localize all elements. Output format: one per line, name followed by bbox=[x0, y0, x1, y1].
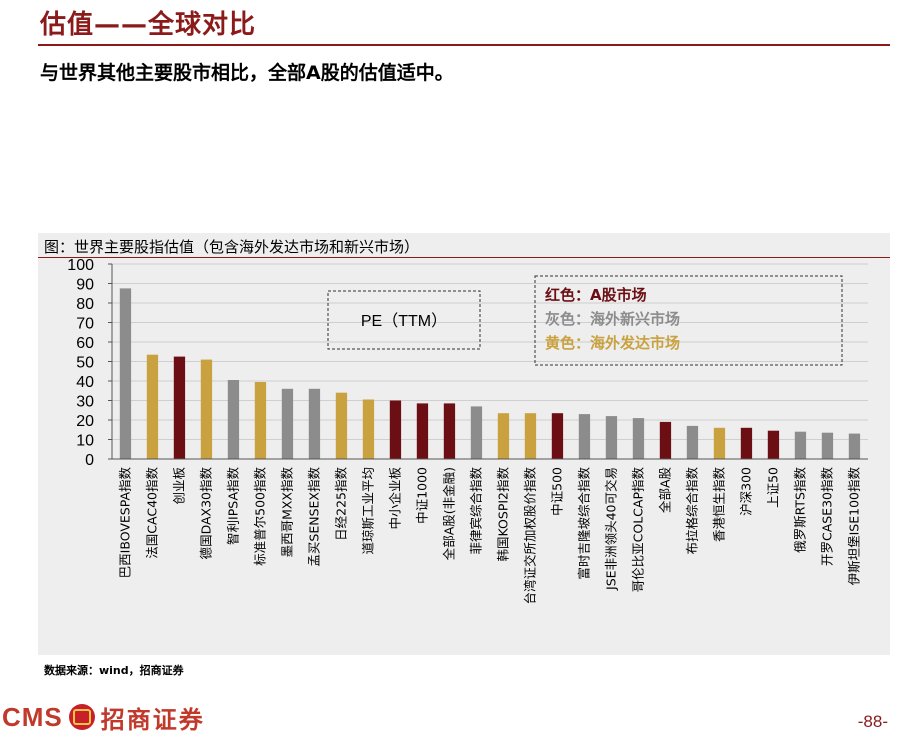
y-tick-label: 0 bbox=[85, 452, 94, 469]
bar bbox=[470, 406, 483, 459]
bar bbox=[281, 388, 294, 459]
x-tick-label: 孟买SENSEX指数 bbox=[307, 467, 322, 567]
bar bbox=[713, 427, 726, 459]
x-tick-label: 中证500 bbox=[550, 467, 565, 516]
page-subtitle: 与世界其他主要股市相比，全部A股的估值适中。 bbox=[40, 62, 454, 84]
legend-box bbox=[534, 275, 843, 366]
x-tick-label: 俄罗斯RTS指数 bbox=[793, 467, 808, 553]
y-tick-label: 80 bbox=[76, 296, 94, 313]
bar bbox=[443, 403, 456, 459]
logo-badge-icon bbox=[68, 704, 95, 730]
x-tick-label: 菲律宾综合指数 bbox=[469, 467, 484, 555]
x-tick-label: 智利IPSA指数 bbox=[226, 467, 241, 545]
bar bbox=[632, 418, 645, 459]
x-tick-label: 中证1000 bbox=[415, 467, 430, 524]
bar-layer bbox=[119, 288, 861, 459]
axis-layer bbox=[108, 263, 868, 460]
bar bbox=[173, 356, 186, 459]
bar bbox=[362, 399, 375, 459]
x-tick-label: 巴西IBOVESPA指数 bbox=[118, 467, 133, 579]
logo-cms-text: CMS bbox=[2, 701, 63, 732]
legend-entry: 灰色：海外新兴市场 bbox=[545, 310, 680, 328]
x-tick-label: 日经225指数 bbox=[334, 467, 349, 541]
data-source: 数据来源：wind，招商证券 bbox=[44, 664, 184, 677]
x-tick-label: 开罗CASE30指数 bbox=[820, 467, 835, 567]
chart-title-divider bbox=[38, 257, 890, 258]
x-tick-label: 道琼斯工业平均 bbox=[361, 467, 376, 555]
bar bbox=[389, 400, 402, 459]
bar bbox=[659, 421, 672, 459]
bar bbox=[119, 288, 132, 459]
y-tick-labels: 0 10 20 30 40 50 60 70 80 90 100 bbox=[67, 257, 94, 469]
y-tick-label: 10 bbox=[76, 433, 94, 450]
y-tick-label: 90 bbox=[76, 277, 94, 294]
x-tick-label: 伊斯坦堡ISE100指数 bbox=[847, 467, 862, 586]
x-tick-label: 香港恒生指数 bbox=[712, 467, 727, 543]
bar bbox=[686, 425, 699, 459]
legend-entry: 黄色：海外发达市场 bbox=[545, 334, 680, 352]
x-tick-label: 标准普尔500指数 bbox=[253, 467, 268, 566]
bar bbox=[848, 433, 861, 459]
legend-entry: 红色：A股市场 bbox=[545, 286, 647, 304]
bar bbox=[227, 380, 240, 459]
bar bbox=[416, 403, 429, 459]
x-tick-label: 上证50 bbox=[766, 467, 781, 508]
x-tick-label: 墨西哥MXX指数 bbox=[280, 467, 295, 558]
bar bbox=[524, 413, 537, 459]
x-tick-label: 创业板 bbox=[172, 467, 187, 505]
x-tick-label: 韩国KOSPI2指数 bbox=[496, 467, 511, 562]
x-tick-label: 全部A股(非金融) bbox=[442, 467, 457, 560]
bar bbox=[146, 354, 159, 459]
chart-title: 图：世界主要股指估值（包含海外发达市场和新兴市场） bbox=[44, 238, 420, 256]
x-tick-label: 法国CAC40指数 bbox=[145, 467, 160, 559]
x-tick-label: 中小企业板 bbox=[388, 467, 403, 530]
y-tick-label: 20 bbox=[76, 413, 94, 430]
x-tick-label: JSE非洲领头40可交易 bbox=[604, 467, 619, 591]
bar bbox=[767, 430, 780, 459]
company-logo: CMS 招商证券 bbox=[2, 700, 205, 734]
y-tick-label: 30 bbox=[76, 394, 94, 411]
x-tick-label: 沪深300 bbox=[739, 467, 754, 516]
bar bbox=[254, 382, 267, 459]
annotation-box bbox=[327, 290, 481, 350]
y-tick-label: 40 bbox=[76, 374, 94, 391]
bar bbox=[308, 388, 321, 459]
bar bbox=[551, 413, 564, 459]
page-number: -88- bbox=[857, 712, 888, 731]
bar bbox=[605, 416, 618, 459]
logo-cn-text: 招商证券 bbox=[100, 705, 205, 734]
bar bbox=[497, 413, 510, 459]
x-tick-label: 德国DAX30指数 bbox=[199, 467, 214, 560]
bar bbox=[200, 359, 213, 459]
bar bbox=[794, 431, 807, 459]
y-tick-label: 60 bbox=[76, 335, 94, 352]
bar bbox=[335, 392, 348, 459]
pe-ttm-annotation: PE（TTM） bbox=[361, 312, 447, 330]
x-tick-label: 哥伦比亚COLCAP指数 bbox=[631, 467, 646, 593]
x-tick-label: 全部A股 bbox=[658, 467, 673, 514]
y-tick-label: 70 bbox=[76, 316, 94, 333]
x-tick-label: 台湾证交所加权股价指数 bbox=[523, 467, 538, 605]
bar bbox=[578, 414, 591, 459]
bar bbox=[821, 432, 834, 459]
page-title: 估值——全球对比 bbox=[40, 10, 257, 40]
y-tick-label: 100 bbox=[67, 257, 94, 274]
title-divider bbox=[38, 44, 890, 46]
grid-layer bbox=[112, 263, 868, 440]
bar bbox=[740, 427, 753, 459]
x-tick-labels: 巴西IBOVESPA指数 法国CAC40指数 创业板 德国DAX30指数 智利IPSA指… bbox=[118, 467, 862, 605]
x-tick-label: 布拉格综合指数 bbox=[685, 467, 700, 555]
y-tick-label: 50 bbox=[76, 355, 94, 372]
x-tick-label: 富时吉隆坡综合指数 bbox=[577, 467, 592, 580]
